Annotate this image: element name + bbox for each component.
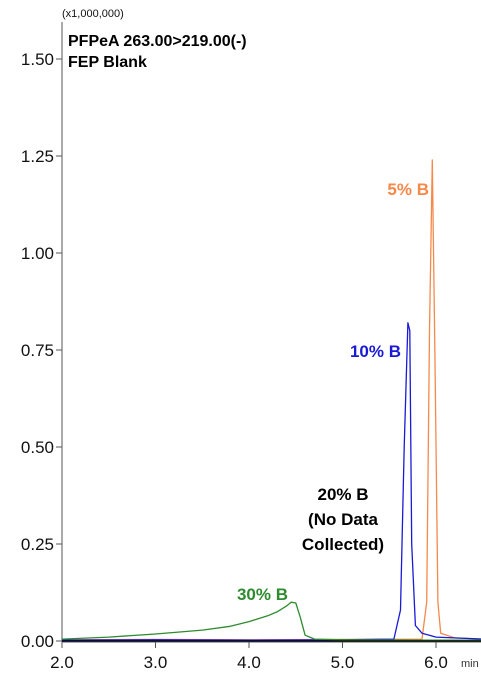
y-tick-label: 1.25 [21,147,54,166]
y-tick-label: 0.00 [21,632,54,651]
x-tick-label: 5.0 [331,653,355,672]
annotation-20-percent-b: 20% B [317,485,368,504]
x-axis-unit-label: min [461,658,479,670]
annotation-collected: Collected) [302,535,384,554]
y-axis-ticks: 0.00 0.25 0.50 0.75 1.00 1.25 1.50 [21,50,62,651]
chart-title: PFPeA 263.00>219.00(-) [68,33,247,50]
x-axis-ticks: 2.0 3.0 4.0 5.0 6.0 [50,642,448,672]
series-line-10-b [61,322,481,641]
y-tick-label: 1.00 [21,244,54,263]
y-tick-label: 0.50 [21,438,54,457]
series-line-30-b [61,601,481,641]
x-tick-label: 2.0 [50,653,74,672]
x-tick-label: 6.0 [424,653,448,672]
y-tick-label: 1.50 [21,50,54,69]
peak-annotations: 5% B 10% B 20% B (No Data Collected) 30% B [237,180,429,604]
annotation-5-percent-b: 5% B [387,180,429,199]
chart-subtitle: FEP Blank [68,54,147,71]
chromatogram-traces [61,159,481,642]
x-tick-label: 4.0 [237,653,261,672]
y-tick-label: 0.25 [21,535,54,554]
annotation-10-percent-b: 10% B [350,342,401,361]
series-line-5-b [61,159,481,641]
x-tick-label: 3.0 [144,653,168,672]
y-tick-label: 0.75 [21,341,54,360]
y-scale-label: (x1,000,000) [62,8,124,20]
annotation-30-percent-b: 30% B [237,585,288,604]
annotation-no-data: (No Data [308,510,378,529]
